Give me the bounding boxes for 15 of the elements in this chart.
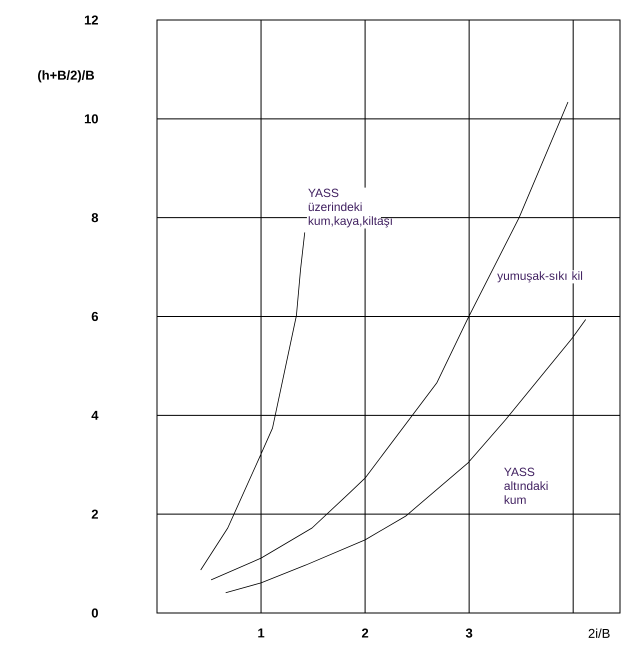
series-label: yumuşak-sıkı kil — [497, 271, 582, 282]
x-axis-title: 2i/B — [588, 628, 610, 638]
y-tick-label: 0 — [92, 608, 98, 618]
y-tick-label: 8 — [92, 213, 98, 222]
y-tick-label: 10 — [84, 114, 98, 124]
x-tick-label: 1 — [258, 628, 264, 638]
text: YASS altındaki kum — [504, 468, 548, 504]
y-axis-title: (h+B/2)/B — [38, 70, 94, 82]
y-tick-label: 6 — [92, 312, 98, 322]
x-tick-label: 3 — [466, 628, 472, 638]
x-tick-label: 2 — [362, 628, 368, 638]
y-tick-label: 2 — [92, 510, 98, 519]
y-tick-label: 12 — [84, 15, 98, 25]
series-label: YASS üzerindeki kum,kaya,kiltaşı — [308, 188, 392, 228]
y-tick-label: 4 — [91, 410, 98, 420]
